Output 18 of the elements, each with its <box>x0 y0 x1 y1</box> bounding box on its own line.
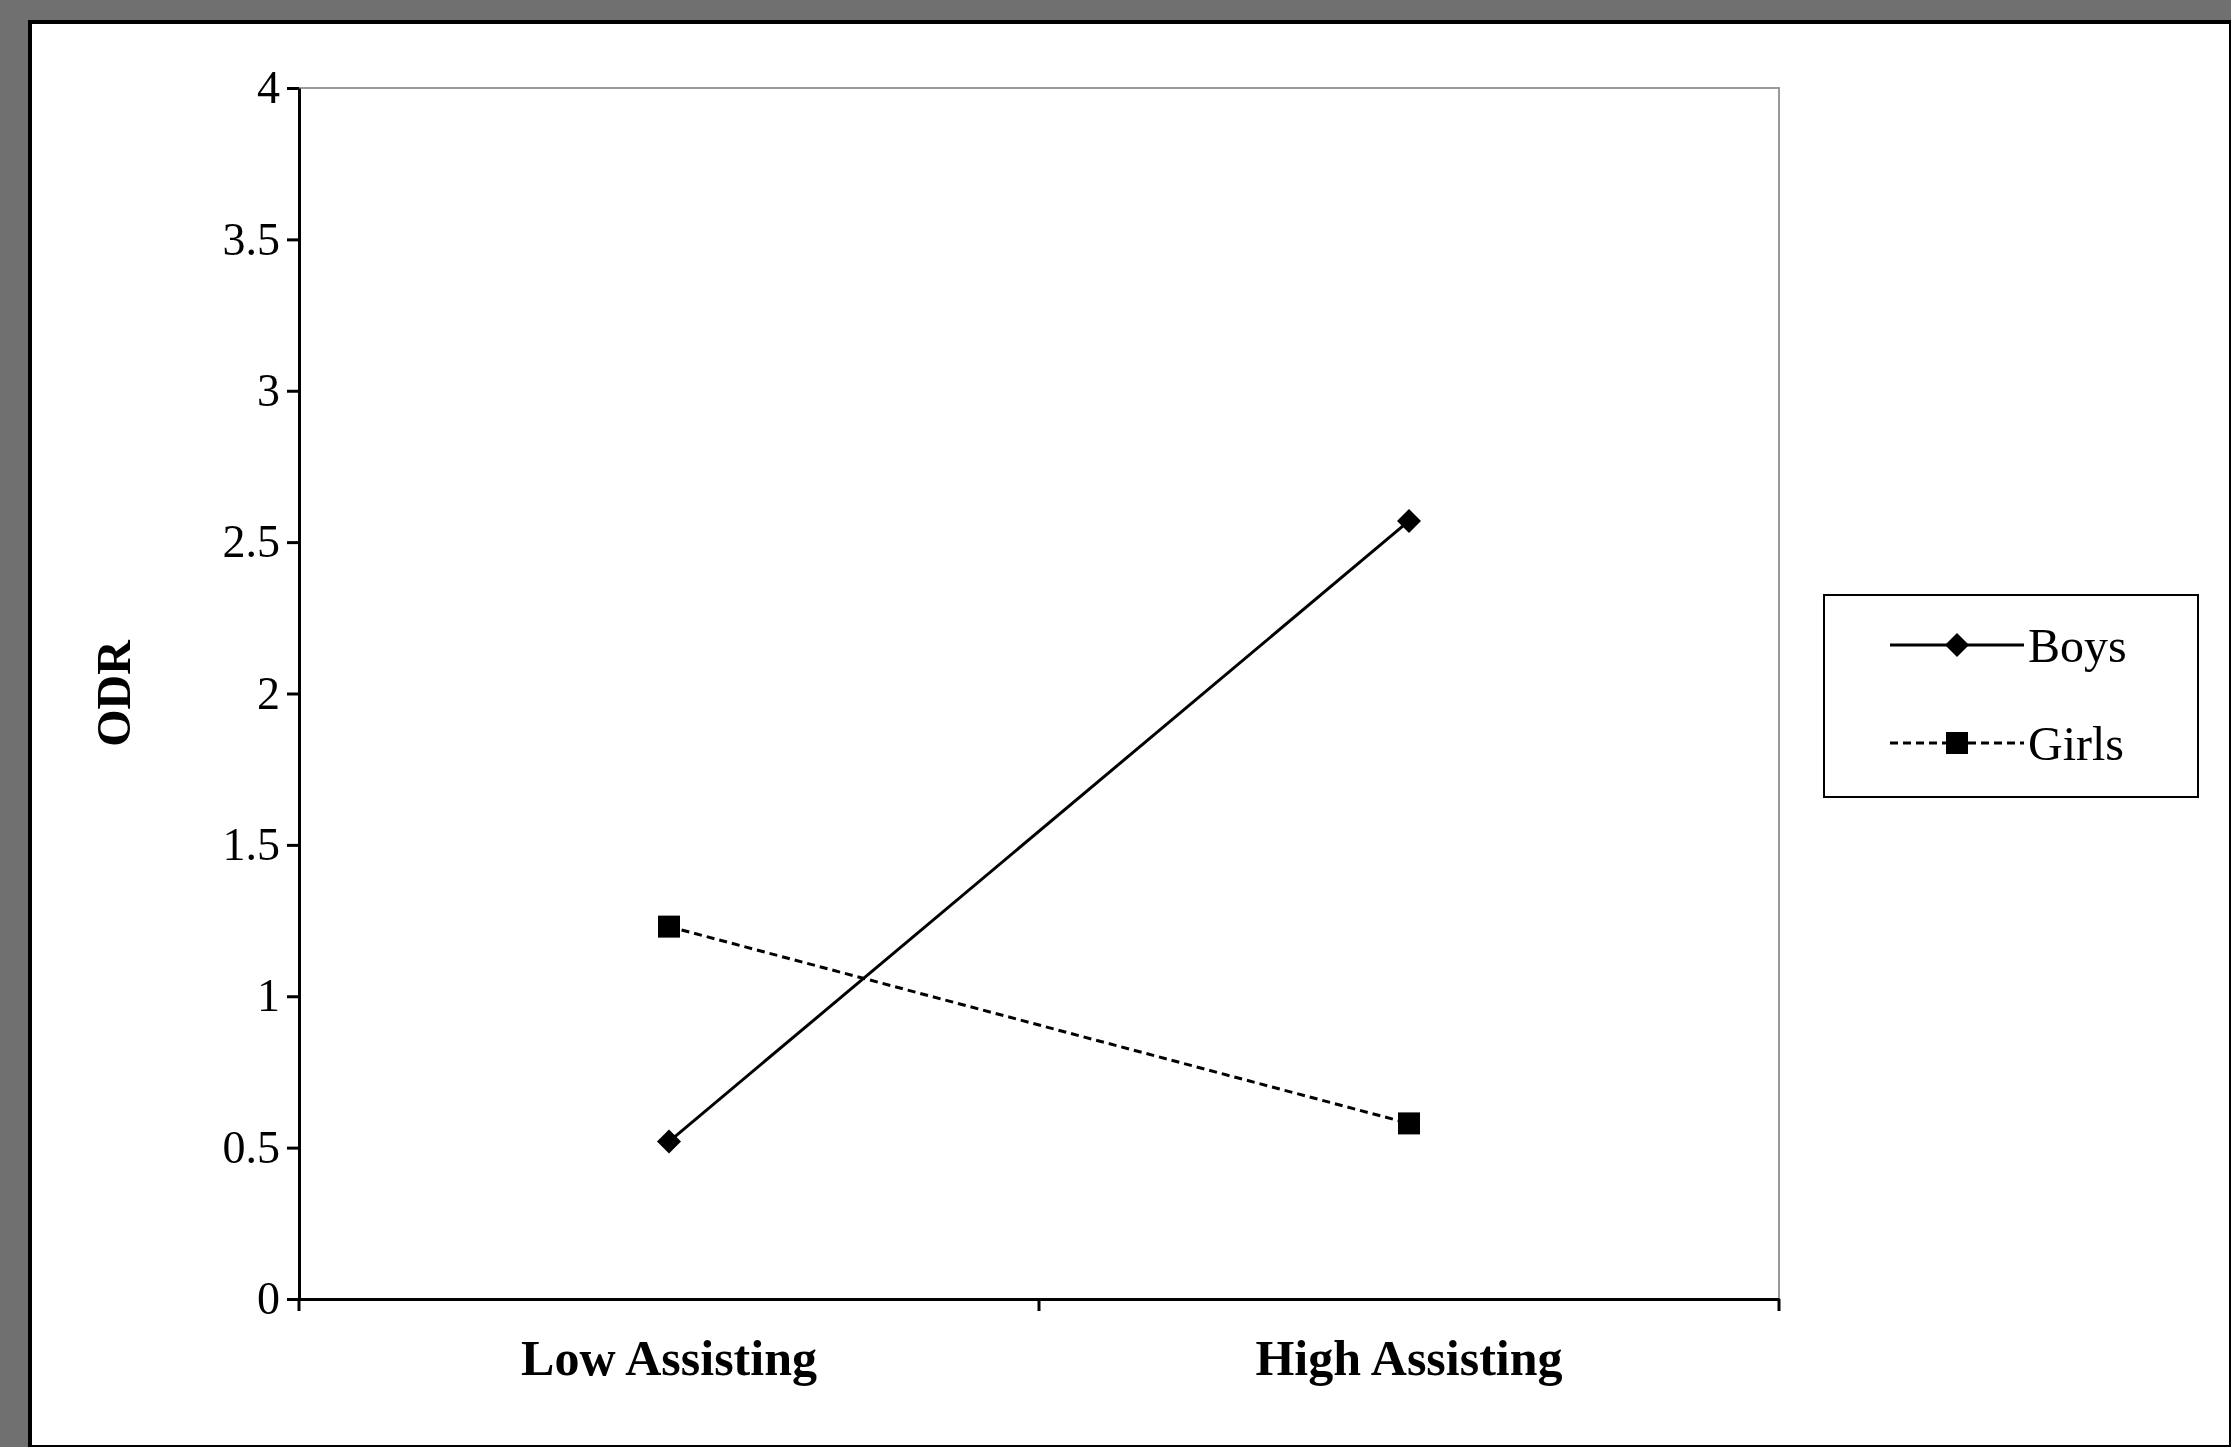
point <box>1397 508 1421 533</box>
y-tick-label: 0 <box>257 1273 280 1325</box>
y-tick-label: 3.5 <box>222 213 280 265</box>
point <box>657 1129 681 1154</box>
y-tick-label: 1.5 <box>222 819 280 871</box>
y-tick-label: 2.5 <box>222 516 280 568</box>
x-tick-label: High Assisting <box>1255 1329 1563 1386</box>
y-tick-label: 1 <box>257 970 280 1022</box>
point <box>1398 1112 1420 1135</box>
point <box>658 915 680 938</box>
x-tick-label: Low Assisting <box>521 1329 817 1386</box>
legend-label: Girls <box>2028 716 2124 770</box>
y-tick-label: 0.5 <box>222 1121 280 1173</box>
y-axis-title: ODR <box>87 638 140 747</box>
y-tick-label: 2 <box>257 667 280 719</box>
legend-label: Boys <box>2028 618 2127 672</box>
y-tick-label: 4 <box>257 62 280 114</box>
y-tick-label: 3 <box>257 364 280 416</box>
